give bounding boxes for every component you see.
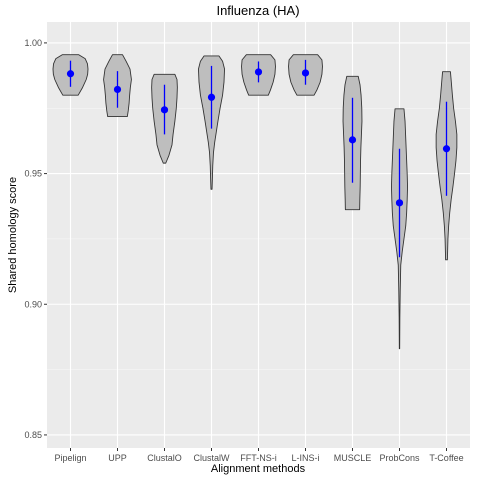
x-tick-label: ClustalW: [193, 453, 230, 463]
mean-point: [207, 93, 216, 101]
x-tick-label: ProbCons: [379, 453, 420, 463]
mean-point: [301, 69, 310, 77]
y-tick-label: 0.95: [24, 169, 42, 179]
x-tick-label: Pipelign: [54, 453, 86, 463]
x-tick-label: FFT-NS-i: [240, 453, 277, 463]
mean-point: [113, 85, 122, 94]
mean-point: [348, 136, 357, 144]
x-tick-label: T-Coffee: [429, 453, 463, 463]
mean-point: [66, 70, 75, 78]
y-tick-label: 1.00: [24, 38, 42, 48]
mean-point: [254, 68, 263, 76]
x-tick-label: ClustalO: [147, 453, 182, 463]
mean-point: [442, 145, 451, 153]
mean-point: [395, 199, 404, 207]
x-tick-label: MUSCLE: [334, 453, 372, 463]
x-tick-label: UPP: [108, 453, 127, 463]
y-axis-title: Shared homology score: [7, 177, 19, 293]
chart-title: Influenza (HA): [216, 3, 299, 18]
x-axis-title: Alignment methods: [211, 463, 306, 475]
mean-point: [160, 106, 169, 114]
y-tick-label: 0.90: [24, 299, 42, 309]
x-tick-label: L-INS-i: [291, 453, 319, 463]
y-tick-label: 0.85: [24, 430, 42, 440]
